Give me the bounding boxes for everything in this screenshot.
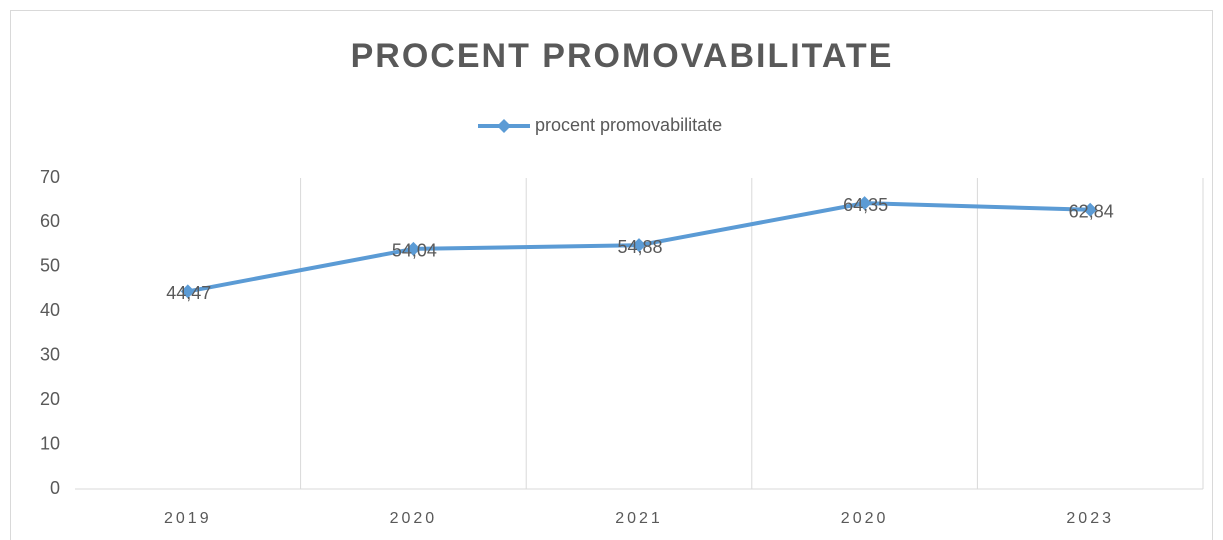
point-marker bbox=[632, 238, 646, 253]
point-marker bbox=[1083, 202, 1098, 217]
data-label: 44,47 bbox=[166, 283, 211, 303]
x-tick-label: 2023 bbox=[1066, 510, 1114, 527]
chart-title: PROCENT PROMOVABILITATE bbox=[351, 37, 894, 75]
x-tick-label: 2020 bbox=[841, 510, 889, 527]
y-tick-label: 70 bbox=[40, 167, 60, 187]
y-tick-label: 20 bbox=[40, 389, 60, 409]
x-tick-label: 2019 bbox=[164, 510, 212, 527]
data-label: 54,04 bbox=[392, 241, 437, 261]
data-label: 54,88 bbox=[617, 237, 662, 257]
y-tick-label: 50 bbox=[40, 256, 60, 276]
y-tick-label: 40 bbox=[40, 300, 60, 320]
chart-border bbox=[10, 10, 1213, 540]
x-tick-label: 2021 bbox=[615, 510, 663, 527]
y-tick-label: 60 bbox=[40, 211, 60, 231]
y-tick-label: 30 bbox=[40, 344, 60, 364]
legend-label: procent promovabilitate bbox=[535, 115, 722, 135]
y-tick-label: 10 bbox=[40, 433, 60, 453]
y-tick-label: 0 bbox=[50, 478, 60, 498]
legend-marker bbox=[497, 119, 511, 133]
data-label: 62,84 bbox=[1069, 202, 1114, 222]
x-tick-label: 2020 bbox=[390, 510, 438, 527]
data-label: 64,35 bbox=[843, 195, 888, 215]
point-marker bbox=[180, 284, 195, 299]
point-marker bbox=[857, 196, 872, 211]
point-marker bbox=[406, 241, 421, 256]
